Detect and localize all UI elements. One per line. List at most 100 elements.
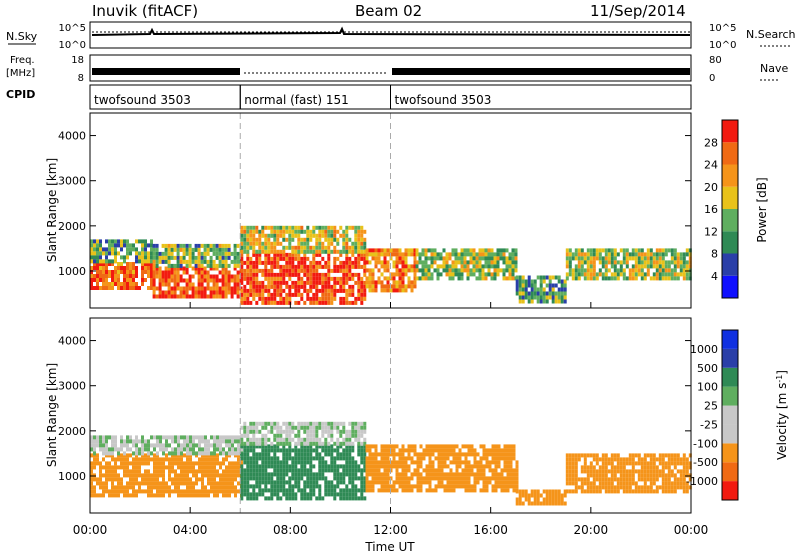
heatmap-cell — [258, 233, 262, 238]
heatmap-cell — [236, 282, 240, 287]
heatmap-cell — [554, 299, 558, 304]
heatmap-cell — [120, 282, 123, 286]
heatmap-cell — [240, 441, 244, 446]
heatmap-cell — [156, 461, 159, 466]
heatmap-cell — [470, 484, 474, 489]
heatmap-cell — [108, 465, 111, 470]
heatmap-cell — [661, 276, 665, 281]
heatmap-cell — [114, 473, 117, 478]
heatmap-cell — [306, 237, 310, 242]
heatmap-cell — [102, 259, 105, 264]
heatmap-cell — [141, 251, 144, 256]
heatmap-cell — [542, 501, 546, 506]
heatmap-cell — [159, 435, 162, 440]
heatmap-cell — [135, 447, 138, 452]
heatmap-cell — [192, 485, 195, 490]
heatmap-cell — [102, 251, 105, 256]
heatmap-cell — [252, 296, 256, 301]
heatmap-cell — [303, 488, 307, 493]
heatmap-cell — [628, 461, 632, 466]
heatmap-cell — [688, 461, 692, 466]
heatmap-cell — [616, 260, 620, 265]
heatmap-cell — [294, 256, 298, 261]
heatmap-cell — [198, 447, 201, 452]
heatmap-cell — [93, 239, 96, 244]
heatmap-cell — [114, 477, 117, 482]
heatmap-cell — [240, 480, 244, 485]
heatmap-cell — [228, 477, 231, 482]
heatmap-cell — [291, 437, 295, 442]
heatmap-cell — [279, 268, 283, 273]
heatmap-cell — [404, 456, 408, 461]
heatmap-cell — [565, 264, 569, 269]
heatmap-cell — [164, 294, 168, 299]
heatmap-cell — [658, 276, 662, 281]
heatmap-cell — [96, 262, 99, 266]
heatmap-cell — [117, 451, 120, 456]
heatmap-cell — [215, 251, 219, 256]
heatmap-cell — [249, 268, 253, 273]
heatmap-cell — [111, 262, 114, 266]
heatmap-cell — [165, 435, 168, 440]
heatmap-cell — [592, 252, 596, 257]
heatmap-cell — [321, 460, 325, 465]
colorbar-swatch — [722, 142, 738, 165]
heatmap-cell — [658, 453, 662, 458]
heatmap-cell — [473, 484, 477, 489]
heatmap-cell — [515, 279, 519, 284]
heatmap-cell — [120, 453, 123, 458]
heatmap-cell — [209, 243, 213, 248]
heatmap-cell — [386, 488, 390, 493]
heatmap-cell — [424, 272, 428, 277]
heatmap-cell — [194, 266, 198, 271]
heatmap-cell — [258, 241, 262, 246]
heatmap-cell — [682, 264, 686, 269]
heatmap-cell — [212, 294, 216, 299]
heatmap-cell — [233, 266, 237, 271]
heatmap-cell — [473, 480, 477, 485]
heatmap-cell — [383, 248, 387, 253]
heatmap-cell — [219, 481, 222, 486]
heatmap-cell — [371, 444, 375, 449]
heatmap-cell — [327, 433, 331, 438]
heatmap-cell — [461, 472, 465, 477]
heatmap-cell — [279, 468, 283, 473]
heatmap-cell — [339, 444, 343, 449]
heatmap-cell — [371, 452, 375, 457]
heatmap-cell — [303, 437, 307, 442]
heatmap-cell — [649, 260, 653, 265]
heatmap-cell — [428, 484, 432, 489]
heatmap-cell — [475, 256, 479, 261]
heatmap-cell — [288, 245, 292, 250]
heatmap-cell — [102, 247, 105, 252]
heatmap-cell — [494, 448, 498, 453]
heatmap-cell — [482, 444, 486, 449]
heatmap-cell — [258, 284, 262, 289]
heatmap-cell — [186, 461, 189, 466]
freq-tick-high: 18 — [71, 55, 84, 66]
heatmap-cell — [183, 473, 186, 478]
heatmap-cell — [351, 288, 355, 293]
heatmap-cell — [327, 276, 331, 281]
heatmap-cell — [135, 493, 138, 498]
heatmap-cell — [126, 266, 129, 270]
heatmap-cell — [339, 284, 343, 289]
heatmap-cell — [557, 291, 561, 296]
freq-label-2: [MHz] — [6, 68, 35, 79]
heatmap-cell — [452, 460, 456, 465]
heatmap-cell — [164, 282, 168, 287]
heatmap-cell — [324, 245, 328, 250]
heatmap-cell — [221, 270, 225, 275]
heatmap-cell — [688, 272, 692, 277]
heatmap-cell — [233, 247, 237, 252]
heatmap-cell — [667, 473, 671, 478]
heatmap-cell — [634, 489, 638, 494]
heatmap-cell — [288, 425, 292, 430]
heatmap-cell — [294, 272, 298, 277]
heatmap-cell — [574, 276, 578, 281]
heatmap-cell — [493, 256, 497, 261]
heatmap-cell — [300, 284, 304, 289]
heatmap-cell — [646, 252, 650, 257]
heatmap-cell — [186, 465, 189, 470]
heatmap-cell — [297, 452, 301, 457]
